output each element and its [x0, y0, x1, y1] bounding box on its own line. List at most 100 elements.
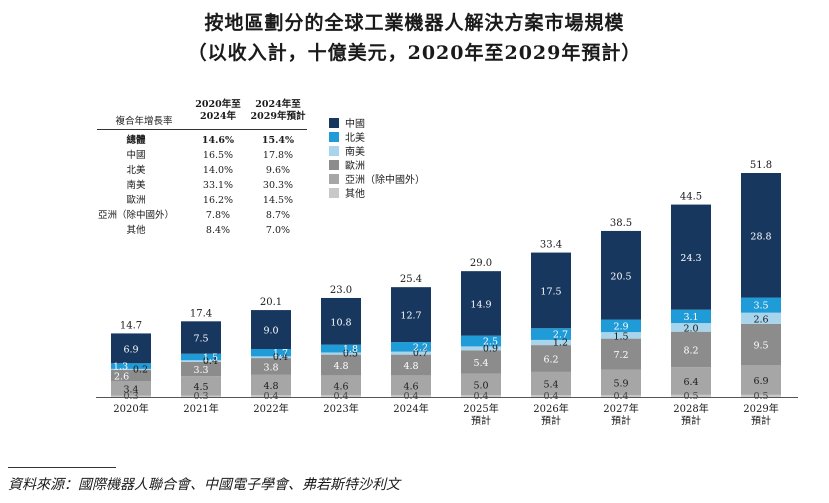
source-note: 資料來源：國際機器人聯合會、中國電子學會、弗若斯特沙利文 — [8, 477, 400, 493]
segment-value-label: 20.5 — [610, 271, 631, 282]
cagr-value: 14.6% — [202, 135, 234, 146]
bar-segment — [671, 331, 711, 368]
cagr-value: 7.0% — [266, 225, 290, 236]
segment-value-label: 4.8 — [403, 361, 418, 372]
bar-segment — [111, 368, 151, 370]
segment-value-label: 2.6 — [114, 371, 129, 382]
bar-segment — [741, 312, 781, 324]
bar-segment — [671, 367, 711, 395]
bar-segment — [461, 271, 501, 336]
x-tick-label: 2024年 — [393, 402, 428, 415]
x-tick-label: 2029年 — [743, 402, 778, 415]
bar-segment — [251, 358, 291, 375]
segment-value-label: 0.4 — [263, 391, 278, 402]
cagr-value: 17.8% — [263, 150, 293, 161]
total-value-label: 38.5 — [610, 218, 632, 229]
x-tick-label: 2021年 — [183, 402, 218, 415]
legend-swatch — [329, 160, 339, 170]
cagr-region-label: 南美 — [126, 179, 146, 191]
cagr-region-label: 北美 — [126, 164, 146, 176]
bar-segment — [461, 350, 501, 374]
cagr-column-header: 2024年 — [200, 110, 236, 122]
bar-segment — [181, 321, 221, 354]
segment-value-label: 2.2 — [413, 342, 428, 353]
cagr-value: 8.4% — [206, 225, 230, 236]
bar-segment — [181, 361, 221, 377]
bar-segment — [531, 328, 571, 340]
bar-segment — [251, 395, 291, 397]
segment-value-label: 1.5 — [203, 353, 218, 364]
chart-subtitle: （以收入計，十億美元，2020年至2029年預計） — [187, 42, 642, 64]
segment-value-label: 0.4 — [203, 356, 218, 367]
segment-value-label: 5.4 — [543, 380, 558, 391]
segment-value-label: 7.2 — [613, 350, 628, 361]
bar-segment — [461, 395, 501, 397]
x-tick-label: 2028年 — [673, 402, 708, 415]
bar-segment — [671, 309, 711, 324]
segment-value-label: 0.4 — [613, 391, 628, 402]
segment-value-label: 0.3 — [193, 391, 208, 402]
x-tick-label: 2020年 — [113, 402, 148, 415]
cagr-region-label: 總體 — [126, 134, 146, 146]
cagr-header-label: 複合年增長率 — [115, 115, 173, 127]
bar-segment — [601, 338, 641, 370]
segment-value-label: 7.5 — [193, 334, 208, 345]
x-tick-label: 2027年 — [603, 402, 638, 415]
bar-segment — [531, 252, 571, 329]
legend-swatch — [329, 188, 339, 198]
legend-swatch — [329, 146, 339, 156]
cagr-column-header: 2029年預計 — [251, 110, 306, 122]
bar-segment — [321, 395, 361, 397]
bar-segment — [741, 297, 781, 313]
segment-value-label: 0.9 — [483, 343, 498, 354]
legend-swatch — [329, 132, 339, 142]
segment-value-label: 1.8 — [343, 344, 358, 355]
segment-value-label: 0.5 — [683, 391, 698, 402]
cagr-value: 8.7% — [266, 210, 290, 221]
bar-segment — [741, 394, 781, 397]
cagr-column-header: 2020年至 — [195, 98, 241, 110]
segment-value-label: 14.9 — [470, 299, 491, 310]
segment-value-label: 0.5 — [753, 391, 768, 402]
bar-segment — [391, 287, 431, 343]
segment-value-label: 12.7 — [400, 311, 421, 322]
segment-value-label: 3.5 — [753, 301, 768, 312]
bar-segment — [461, 346, 501, 351]
segment-value-label: 6.2 — [543, 355, 558, 366]
segment-value-label: 4.6 — [333, 381, 348, 392]
x-tick-label: 2026年 — [533, 402, 568, 415]
segment-value-label: 9.5 — [753, 340, 768, 351]
x-tick-label: 2025年 — [463, 402, 498, 415]
segment-value-label: 3.1 — [683, 312, 698, 323]
cagr-region-label: 中國 — [126, 149, 145, 161]
legend-label: 歐洲 — [345, 159, 365, 172]
bar-segment — [601, 369, 641, 396]
bar-segment — [181, 360, 221, 362]
segment-value-label: 24.3 — [680, 253, 701, 264]
bar-segment — [251, 310, 291, 349]
segment-value-label: 1.2 — [553, 338, 568, 349]
bar-segment — [181, 376, 221, 396]
segment-value-label: 0.4 — [273, 352, 288, 363]
cagr-value: 15.4% — [262, 135, 294, 146]
bar-segment — [741, 323, 781, 365]
bar-segment — [391, 354, 431, 376]
segment-value-label: 3.8 — [263, 362, 278, 373]
segment-value-label: 3.4 — [123, 384, 138, 395]
x-tick-label: 預計 — [471, 414, 491, 427]
segment-value-label: 17.5 — [540, 286, 561, 297]
bar-segment — [251, 356, 291, 359]
bar-segment — [601, 230, 641, 320]
cagr-value: 30.3% — [263, 180, 293, 191]
chart-title: 按地區劃分的全球工業機器人解決方案市場規模 — [204, 12, 625, 34]
bar-segment — [671, 323, 711, 332]
bar-segment — [601, 332, 641, 339]
total-value-label: 33.4 — [540, 240, 562, 251]
segment-value-label: 4.5 — [193, 382, 208, 393]
cagr-value: 16.5% — [203, 150, 233, 161]
bar-segment — [111, 381, 151, 396]
x-tick-label: 預計 — [541, 414, 561, 427]
legend-label: 中國 — [345, 117, 365, 130]
segment-value-label: 8.2 — [683, 345, 698, 356]
bar-segment — [391, 351, 431, 355]
